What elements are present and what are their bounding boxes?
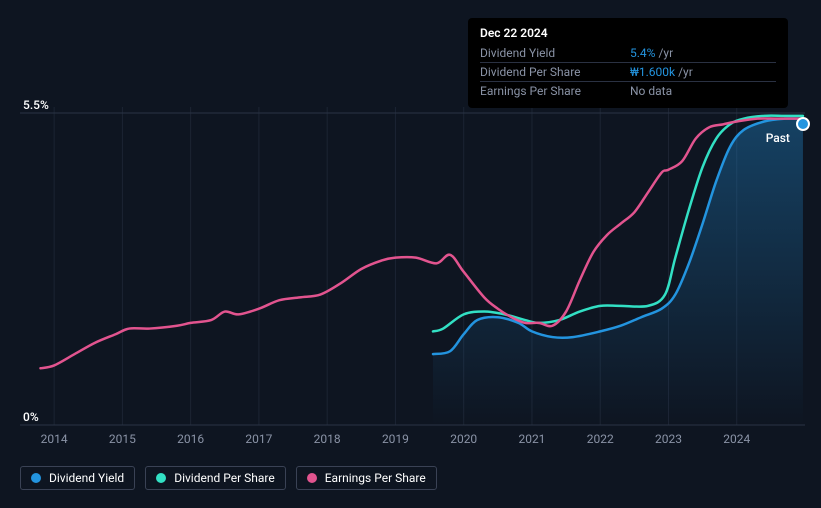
svg-text:2024: 2024 <box>723 432 750 446</box>
legend-item-label: Dividend Yield <box>49 471 124 485</box>
tooltip-row-unit: /yr <box>658 46 673 60</box>
tooltip-date: Dec 22 2024 <box>480 26 776 40</box>
svg-text:2017: 2017 <box>245 432 272 446</box>
svg-text:5.5%: 5.5% <box>23 98 49 112</box>
chart-tooltip: Dec 22 2024 Dividend Yield5.4%/yrDividen… <box>468 18 788 108</box>
svg-text:2020: 2020 <box>450 432 477 446</box>
legend-item-dividend_per_share[interactable]: Dividend Per Share <box>145 466 286 490</box>
svg-text:2021: 2021 <box>518 432 545 446</box>
legend-item-label: Dividend Per Share <box>174 471 275 485</box>
tooltip-row-value: ₩1.600k/yr <box>630 65 693 79</box>
svg-text:2023: 2023 <box>655 432 682 446</box>
svg-text:2018: 2018 <box>314 432 341 446</box>
legend-dot-icon <box>307 473 317 483</box>
legend-item-label: Earnings Per Share <box>325 471 426 485</box>
svg-text:2015: 2015 <box>109 432 136 446</box>
chart-legend: Dividend Yield Dividend Per Share Earnings… <box>20 466 437 490</box>
tooltip-row-unit: /yr <box>678 65 693 79</box>
tooltip-row: Earnings Per ShareNo data <box>480 81 776 100</box>
tooltip-row-label: Dividend Yield <box>480 46 630 60</box>
tooltip-row-label: Earnings Per Share <box>480 84 630 98</box>
svg-text:2022: 2022 <box>587 432 614 446</box>
svg-text:2016: 2016 <box>177 432 204 446</box>
legend-item-dividend_yield[interactable]: Dividend Yield <box>20 466 135 490</box>
legend-item-earnings_per_share[interactable]: Earnings Per Share <box>296 466 437 490</box>
tooltip-row: Dividend Yield5.4%/yr <box>480 44 776 62</box>
svg-text:2019: 2019 <box>382 432 409 446</box>
tooltip-row-label: Dividend Per Share <box>480 65 630 79</box>
tooltip-row-value: No data <box>630 84 672 98</box>
tooltip-row: Dividend Per Share₩1.600k/yr <box>480 62 776 81</box>
svg-text:2014: 2014 <box>41 432 68 446</box>
past-label: Past <box>766 131 790 145</box>
svg-text:0%: 0% <box>23 410 39 424</box>
legend-dot-icon <box>156 473 166 483</box>
legend-dot-icon <box>31 473 41 483</box>
tooltip-row-value: 5.4%/yr <box>630 46 673 60</box>
